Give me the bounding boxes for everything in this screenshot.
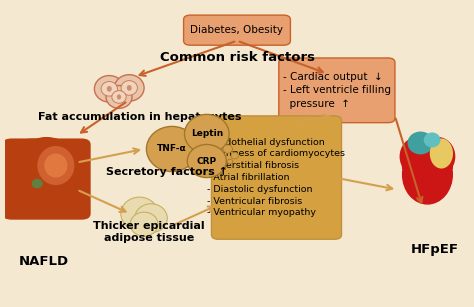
Text: Secretory factors ↑: Secretory factors ↑ [106, 166, 228, 177]
Ellipse shape [227, 159, 233, 164]
Text: NAFLD: NAFLD [19, 255, 69, 268]
Text: Common risk factors: Common risk factors [159, 51, 315, 64]
Text: Leptin: Leptin [191, 130, 223, 138]
Text: - Cardiac output  ↓
- Left ventricle filling
  pressure  ↑: - Cardiac output ↓ - Left ventricle fill… [283, 72, 391, 108]
Ellipse shape [135, 204, 167, 233]
Text: HFpEF: HFpEF [410, 243, 458, 256]
Ellipse shape [42, 143, 88, 176]
FancyBboxPatch shape [183, 15, 291, 45]
Ellipse shape [32, 179, 43, 188]
Text: Fat accumulation in hepatocytes: Fat accumulation in hepatocytes [38, 112, 241, 122]
Ellipse shape [7, 138, 58, 175]
Text: - Endothelial dysfunction
- Stiffness of cardiomyocytes
- Interstitial fibrosis
: - Endothelial dysfunction - Stiffness of… [208, 138, 346, 217]
Ellipse shape [117, 95, 121, 99]
Ellipse shape [101, 82, 118, 96]
Ellipse shape [12, 137, 82, 206]
Ellipse shape [400, 137, 435, 176]
FancyBboxPatch shape [2, 138, 91, 220]
Ellipse shape [402, 145, 453, 205]
Ellipse shape [112, 91, 126, 103]
Polygon shape [402, 137, 453, 202]
Ellipse shape [37, 146, 74, 185]
Ellipse shape [146, 126, 198, 172]
Text: TNF-α: TNF-α [157, 145, 187, 154]
Text: Thicker epicardial
adipose tissue: Thicker epicardial adipose tissue [93, 221, 205, 243]
Ellipse shape [408, 131, 434, 154]
Ellipse shape [44, 154, 67, 177]
FancyBboxPatch shape [211, 116, 341, 239]
Ellipse shape [121, 197, 158, 230]
FancyBboxPatch shape [279, 58, 395, 123]
Ellipse shape [430, 138, 453, 169]
Ellipse shape [114, 75, 144, 101]
Ellipse shape [107, 86, 111, 91]
Ellipse shape [94, 76, 124, 102]
Ellipse shape [187, 145, 226, 177]
Ellipse shape [106, 86, 132, 108]
Ellipse shape [424, 132, 440, 147]
Ellipse shape [231, 152, 238, 159]
Ellipse shape [223, 145, 232, 153]
Text: CRP: CRP [197, 157, 217, 165]
Ellipse shape [130, 212, 158, 236]
Ellipse shape [127, 85, 131, 91]
Text: Diabetes, Obesity: Diabetes, Obesity [191, 25, 283, 35]
Ellipse shape [121, 81, 137, 95]
Ellipse shape [420, 137, 456, 176]
Ellipse shape [184, 115, 229, 154]
